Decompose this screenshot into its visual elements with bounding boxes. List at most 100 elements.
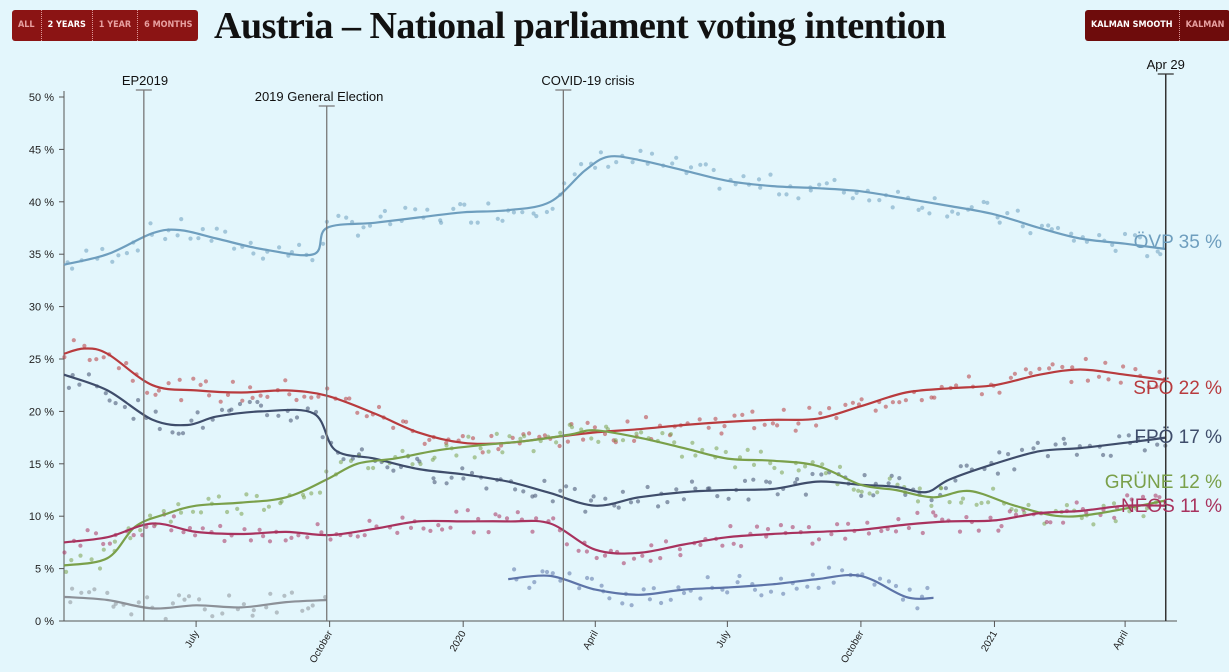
poll-dot — [643, 415, 649, 420]
poll-dot — [558, 488, 563, 493]
poll-dot — [511, 210, 516, 215]
poll-dot — [1060, 364, 1065, 370]
poll-dot — [239, 511, 244, 516]
poll-dot — [355, 233, 361, 238]
poll-dot — [486, 449, 491, 454]
poll-dot — [893, 529, 899, 534]
poll-dot — [752, 426, 757, 431]
poll-dot — [1083, 356, 1088, 362]
poll-dot — [1145, 254, 1150, 259]
y-tick-label: 45 % — [29, 144, 54, 156]
poll-dot — [820, 462, 825, 467]
poll-dot — [877, 198, 882, 203]
poll-dot — [476, 516, 481, 522]
poll-dot — [458, 202, 463, 207]
poll-dot — [740, 412, 745, 417]
poll-dot — [964, 463, 969, 468]
poll-dot — [544, 209, 550, 215]
poll-dot — [495, 216, 500, 221]
poll-dot — [591, 494, 596, 499]
poll-dot — [843, 536, 848, 541]
poll-dot — [302, 394, 307, 399]
poll-dot — [202, 607, 207, 612]
poll-dot — [835, 522, 840, 527]
poll-dot — [1071, 238, 1076, 243]
poll-dot — [939, 486, 944, 491]
poll-dot — [602, 431, 608, 437]
y-tick-label: 25 % — [29, 354, 54, 366]
poll-dot — [112, 539, 117, 544]
poll-dot — [589, 576, 595, 581]
poll-dot — [588, 498, 594, 503]
poll-dot — [752, 587, 758, 592]
poll-dot — [746, 497, 751, 502]
poll-dot — [768, 589, 774, 594]
poll-dot — [713, 416, 718, 421]
poll-dot — [997, 450, 1002, 455]
poll-dot — [250, 395, 255, 400]
poll-dot — [856, 488, 861, 493]
poll-dot — [1121, 364, 1126, 369]
x-tick-label: July — [715, 629, 733, 650]
poll-dot — [69, 558, 74, 563]
poll-dot — [751, 477, 756, 482]
poll-dot — [306, 606, 311, 611]
poll-dot — [859, 489, 864, 494]
poll-dot — [355, 410, 360, 415]
poll-dot — [496, 447, 501, 452]
x-tick-label: 2020 — [448, 629, 469, 654]
poll-dot — [672, 440, 677, 445]
range-6-months-button[interactable]: 6 MONTHS — [144, 20, 193, 30]
kalman-button[interactable]: KALMAN — [1185, 20, 1225, 30]
poll-dot — [408, 525, 414, 531]
poll-dot — [1012, 467, 1017, 472]
poll-dot — [413, 207, 418, 212]
poll-dot — [751, 462, 757, 467]
poll-dot — [168, 519, 173, 524]
poll-dot — [698, 542, 703, 548]
poll-dot — [193, 533, 198, 538]
poll-dot — [153, 392, 158, 397]
poll-dot — [759, 593, 764, 598]
range-all-button[interactable]: ALL — [12, 10, 42, 41]
range-1-year-button[interactable]: 1 YEAR — [93, 10, 139, 41]
poll-dot — [688, 165, 694, 170]
poll-dot — [144, 524, 149, 530]
event-label: COVID-19 crisis — [541, 73, 635, 88]
poll-dot — [247, 399, 252, 405]
poll-dot — [890, 400, 896, 405]
poll-dot — [116, 253, 121, 258]
range-2-years-button[interactable]: 2 YEARS — [42, 10, 93, 41]
poll-dot — [826, 565, 832, 570]
poll-dot — [1026, 502, 1031, 508]
poll-dot — [472, 455, 477, 460]
poll-dot — [469, 220, 474, 225]
poll-dot — [300, 608, 305, 613]
poll-dot — [632, 438, 637, 443]
x-tick-label: April — [581, 629, 601, 652]
poll-dot — [176, 502, 181, 507]
poll-dot — [846, 521, 851, 526]
poll-dot — [181, 530, 186, 535]
poll-dot — [107, 541, 112, 546]
poll-dot — [169, 528, 174, 533]
poll-dot — [639, 430, 644, 435]
poll-dot — [859, 397, 864, 402]
poll-dot — [877, 576, 883, 581]
kalman-smooth-button[interactable]: KALMAN SMOOTH — [1085, 10, 1180, 41]
poll-dot — [832, 177, 837, 183]
poll-dot — [1157, 495, 1162, 500]
poll-dot — [297, 242, 302, 247]
poll-dot — [589, 436, 594, 441]
poll-dot — [777, 192, 782, 197]
poll-dot — [996, 528, 1001, 533]
poll-dot — [198, 382, 203, 387]
poll-dot — [641, 587, 646, 592]
poll-dot — [466, 434, 471, 439]
poll-dot — [1005, 211, 1010, 216]
poll-dot — [320, 435, 325, 440]
poll-dot — [410, 462, 415, 467]
poll-dot — [101, 355, 106, 360]
poll-dot — [599, 583, 604, 588]
poll-dot — [85, 528, 90, 533]
